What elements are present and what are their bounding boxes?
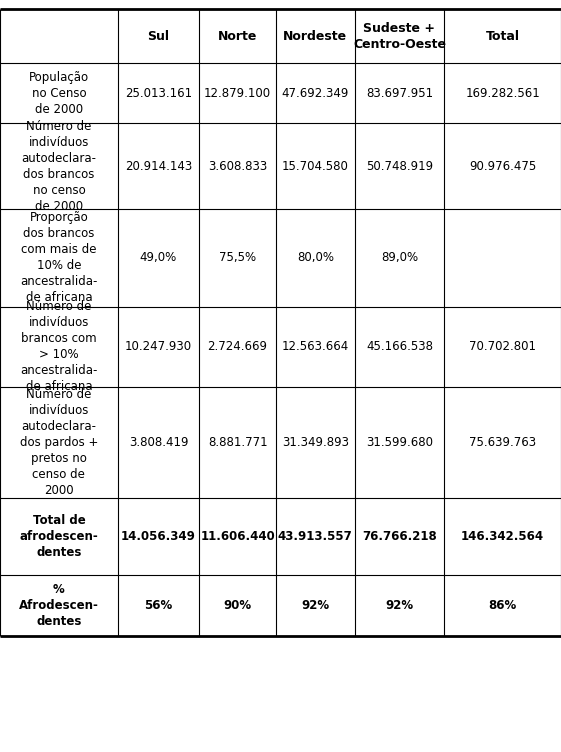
Text: 3.608.833: 3.608.833 [208,159,267,173]
Text: 12.563.664: 12.563.664 [282,340,349,353]
Text: 11.606.440: 11.606.440 [200,529,275,543]
Text: 47.692.349: 47.692.349 [282,86,349,100]
Text: 169.282.561: 169.282.561 [465,86,540,100]
Text: 83.697.951: 83.697.951 [366,86,433,100]
Text: 89,0%: 89,0% [381,251,418,265]
Text: 56%: 56% [144,599,173,612]
Text: 15.704.580: 15.704.580 [282,159,349,173]
Text: 75.639.763: 75.639.763 [469,435,536,449]
Text: Número de
indivíduos
brancos com
> 10%
ancestralida-
de africana: Número de indivíduos brancos com > 10% a… [20,300,98,393]
Text: Norte: Norte [218,29,257,43]
Text: Nordeste: Nordeste [283,29,347,43]
Text: 10.247.930: 10.247.930 [125,340,192,353]
Text: 31.349.893: 31.349.893 [282,435,349,449]
Text: 43.913.557: 43.913.557 [278,529,353,543]
Text: 45.166.538: 45.166.538 [366,340,433,353]
Text: 12.879.100: 12.879.100 [204,86,271,100]
Text: 49,0%: 49,0% [140,251,177,265]
Text: 8.881.771: 8.881.771 [208,435,268,449]
Text: %
Afrodescen-
dentes: % Afrodescen- dentes [19,583,99,628]
Text: 14.056.349: 14.056.349 [121,529,196,543]
Text: 2.724.669: 2.724.669 [208,340,268,353]
Text: 146.342.564: 146.342.564 [461,529,544,543]
Text: Sudeste +
Centro-Oeste: Sudeste + Centro-Oeste [353,22,446,50]
Text: População
no Censo
de 2000: População no Censo de 2000 [29,71,89,116]
Text: 90.976.475: 90.976.475 [469,159,536,173]
Text: 31.599.680: 31.599.680 [366,435,433,449]
Text: Total de
afrodescen-
dentes: Total de afrodescen- dentes [20,514,98,559]
Text: 86%: 86% [489,599,517,612]
Text: 80,0%: 80,0% [297,251,334,265]
Text: Número de
indivíduos
autodeclara-
dos brancos
no censo
de 2000: Número de indivíduos autodeclara- dos br… [21,120,96,213]
Text: 3.808.419: 3.808.419 [128,435,188,449]
Text: Sul: Sul [148,29,169,43]
Text: Total: Total [486,29,519,43]
Text: 92%: 92% [301,599,329,612]
Text: Proporção
dos brancos
com mais de
10% de
ancestralida-
de africana: Proporção dos brancos com mais de 10% de… [20,211,98,305]
Text: Número de
indivíduos
autodeclara-
dos pardos +
pretos no
censo de
2000: Número de indivíduos autodeclara- dos pa… [20,388,98,496]
Text: 50.748.919: 50.748.919 [366,159,433,173]
Text: 75,5%: 75,5% [219,251,256,265]
Text: 20.914.143: 20.914.143 [125,159,192,173]
Text: 76.766.218: 76.766.218 [362,529,437,543]
Text: 90%: 90% [223,599,252,612]
Text: 70.702.801: 70.702.801 [469,340,536,353]
Text: 25.013.161: 25.013.161 [125,86,192,100]
Text: 92%: 92% [385,599,413,612]
